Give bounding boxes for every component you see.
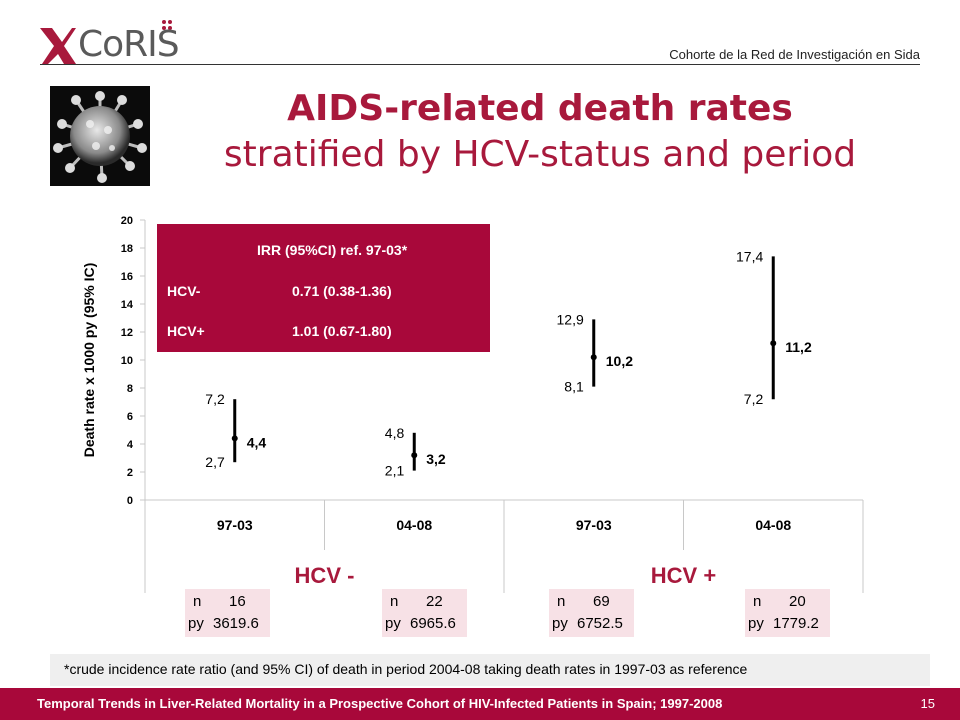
coris-logo: [40, 20, 172, 64]
header-divider: [40, 64, 920, 65]
count-box: n 20 py 1779.2: [745, 589, 830, 637]
death-rate-chart: 0 2 4 6 8 10 12 14 16 18 20 Death rate x 1000 py (9…: [81, 215, 864, 593]
x-category-label: 97-03: [217, 517, 253, 533]
page-number: 15: [920, 696, 935, 711]
rate-point: [590, 354, 597, 361]
rate-label: 11,2: [785, 339, 812, 355]
py-value: 3619.6: [213, 615, 259, 632]
count-box: n 16 py 3619.6: [185, 589, 270, 637]
rate-point: [231, 435, 238, 442]
rate-point: [770, 340, 777, 347]
rate-point: [411, 452, 418, 459]
py-label: py: [552, 615, 568, 632]
y-tick-label: 8: [127, 383, 133, 395]
py-value: 1779.2: [773, 615, 819, 632]
footer-text: Temporal Trends in Liver-Related Mortali…: [37, 696, 723, 711]
group-label: HCV -: [295, 563, 355, 588]
y-axis-title: Death rate x 1000 py (95% IC): [81, 263, 97, 458]
y-tick-label: 16: [121, 271, 133, 283]
virus-image: [50, 86, 150, 186]
y-tick-label: 0: [127, 495, 133, 507]
lower-ci-label: 7,2: [744, 391, 764, 407]
lower-ci-label: 8,1: [564, 379, 584, 395]
n-value: 20: [789, 593, 806, 610]
irr-row-value: 1.01 (0.67-1.80): [292, 323, 392, 339]
y-tick-label: 14: [121, 299, 134, 311]
x-category-label: 04-08: [396, 517, 432, 533]
irr-row-label: HCV+: [167, 323, 205, 339]
upper-ci-label: 4,8: [385, 425, 405, 441]
footer-bar: Temporal Trends in Liver-Related Mortali…: [0, 688, 960, 720]
y-tick-label: 20: [121, 215, 133, 227]
upper-ci-label: 7,2: [205, 391, 225, 407]
title-line-1: AIDS-related death rates: [287, 88, 793, 129]
py-value: 6752.5: [577, 615, 623, 632]
x-category-label: 04-08: [755, 517, 791, 533]
n-label: n: [753, 593, 762, 610]
y-tick-label: 10: [121, 355, 133, 367]
py-value: 6965.6: [410, 615, 456, 632]
n-label: n: [557, 593, 566, 610]
n-value: 16: [229, 593, 246, 610]
x-category-label: 97-03: [576, 517, 612, 533]
py-label: py: [385, 615, 401, 632]
irr-row-label: HCV-: [167, 283, 201, 299]
y-tick-label: 2: [127, 467, 133, 479]
group-label: HCV +: [651, 563, 716, 588]
n-value: 69: [593, 593, 610, 610]
title-line-2: stratified by HCV-status and period: [223, 134, 857, 175]
py-label: py: [188, 615, 204, 632]
logo-text: CoRIS: [78, 24, 180, 65]
rate-label: 3,2: [426, 451, 446, 467]
y-tick-label: 12: [121, 327, 133, 339]
upper-ci-label: 12,9: [557, 311, 584, 327]
rate-label: 4,4: [247, 434, 267, 450]
count-box: n 22 py 6965.6: [382, 589, 467, 637]
y-tick-label: 4: [127, 439, 134, 451]
py-label: py: [748, 615, 764, 632]
upper-ci-label: 17,4: [736, 248, 763, 264]
y-tick-label: 18: [121, 243, 133, 255]
lower-ci-label: 2,1: [385, 463, 405, 479]
irr-table: IRR (95%CI) ref. 97-03* HCV- 0.71 (0.38-…: [157, 224, 490, 352]
footnote: *crude incidence rate ratio (and 95% CI)…: [50, 654, 930, 686]
org-name: Cohorte de la Red de Investigación en Si…: [669, 47, 920, 62]
rate-label: 10,2: [606, 353, 633, 369]
y-tick-label: 6: [127, 411, 133, 423]
irr-header: IRR (95%CI) ref. 97-03*: [257, 242, 408, 258]
n-value: 22: [426, 593, 443, 610]
n-label: n: [193, 593, 202, 610]
lower-ci-label: 2,7: [205, 454, 225, 470]
irr-row-value: 0.71 (0.38-1.36): [292, 283, 392, 299]
count-box: n 69 py 6752.5: [549, 589, 634, 637]
n-label: n: [390, 593, 399, 610]
